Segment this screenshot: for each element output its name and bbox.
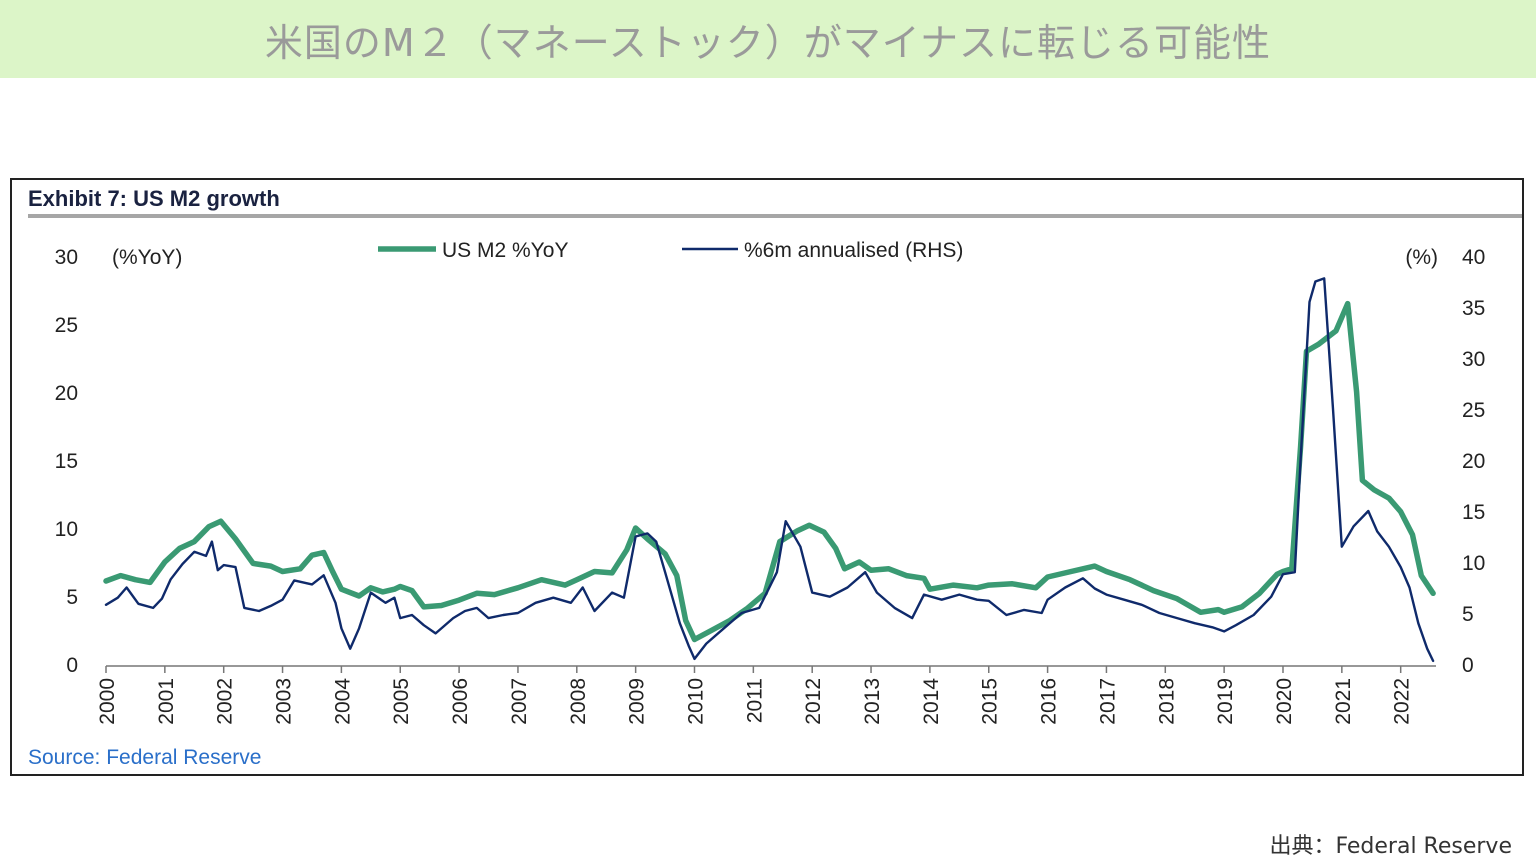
- x-tick-label: 2006: [449, 678, 472, 725]
- right-axis-unit: (%): [1405, 246, 1438, 269]
- source-note: Source: Federal Reserve: [28, 746, 262, 769]
- x-tick-label: 2022: [1391, 678, 1414, 725]
- x-tick-label: 2013: [861, 678, 884, 725]
- exhibit-frame: Exhibit 7: US M2 growth Source: Federal …: [10, 178, 1524, 776]
- x-tick-label: 2005: [390, 678, 413, 725]
- right-y-tick-label: 20: [1462, 450, 1485, 473]
- left-y-tick-label: 15: [55, 450, 78, 473]
- left-y-tick-label: 5: [66, 586, 78, 609]
- right-y-tick-label: 35: [1462, 297, 1485, 320]
- x-tick-label: 2011: [743, 678, 766, 723]
- left-y-tick-label: 0: [66, 654, 78, 677]
- x-tick-label: 2003: [273, 678, 296, 725]
- x-tick-label: 2012: [802, 678, 825, 725]
- banner: 米国のM２（マネーストック）がマイナスに転じる可能性: [0, 0, 1536, 78]
- left-y-tick-label: 10: [55, 518, 78, 541]
- x-tick-label: 2004: [331, 678, 354, 725]
- x-tick-label: 2019: [1214, 678, 1237, 725]
- title-rule: [28, 214, 1522, 218]
- right-y-tick-label: 15: [1462, 501, 1485, 524]
- axes-layer: 2000 2001 2002 2003 2004 2005 2006 2007 2008 2009…: [55, 246, 1486, 725]
- legend-label: %6m annualised (RHS): [744, 239, 963, 262]
- right-y-tick-label: 5: [1462, 603, 1474, 626]
- right-y-tick-label: 10: [1462, 552, 1485, 575]
- x-tick-label: 2014: [920, 678, 943, 725]
- series-layer: [103, 277, 1436, 663]
- right-y-tick-label: 40: [1462, 246, 1485, 269]
- x-tick-label: 2008: [567, 678, 590, 725]
- x-tick-label: 2017: [1096, 678, 1119, 725]
- x-tick-label: 2000: [96, 678, 119, 725]
- x-tick-label: 2007: [508, 678, 531, 725]
- x-tick-label: 2010: [684, 678, 707, 725]
- right-y-tick-label: 30: [1462, 348, 1485, 371]
- left-y-tick-label: 30: [55, 246, 78, 269]
- right-y-tick-label: 0: [1462, 654, 1474, 677]
- series-line-6m-annualised: [104, 277, 1435, 663]
- credit-text: 出典：Federal Reserve: [1269, 834, 1512, 859]
- x-tick-label: 2001: [155, 678, 178, 725]
- banner-title: 米国のM２（マネーストック）がマイナスに転じる可能性: [264, 20, 1272, 65]
- left-y-tick-label: 20: [55, 382, 78, 405]
- legend-label: US M2 %YoY: [442, 239, 568, 262]
- x-tick-label: 2002: [214, 678, 237, 725]
- right-y-tick-label: 25: [1462, 399, 1485, 422]
- left-y-tick-label: 25: [55, 314, 78, 337]
- left-axis-unit: (%YoY): [112, 246, 182, 269]
- x-tick-label: 2018: [1155, 678, 1178, 725]
- x-tick-label: 2021: [1332, 678, 1355, 725]
- x-tick-label: 2020: [1273, 678, 1296, 725]
- legend-layer: US M2 %YoY %6m annualised (RHS): [378, 239, 963, 262]
- exhibit-title: Exhibit 7: US M2 growth: [28, 186, 280, 211]
- x-tick-label: 2016: [1038, 678, 1061, 725]
- x-tick-label: 2015: [979, 678, 1002, 725]
- x-tick-label: 2009: [626, 678, 649, 725]
